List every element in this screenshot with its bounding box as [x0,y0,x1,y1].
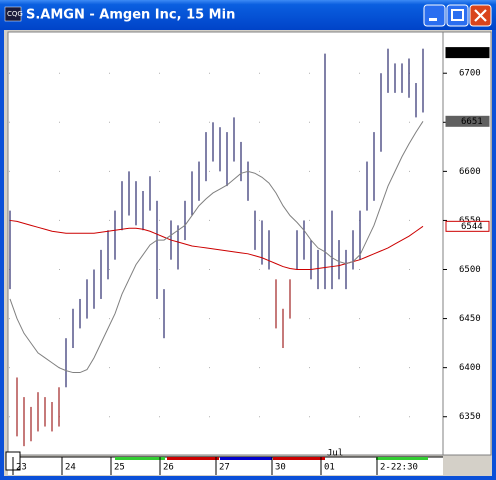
y-tick-label: 6350 [459,412,481,422]
x-tick-label: 24 [65,463,76,473]
y-tick-label: 6450 [459,314,481,324]
x-tick-label: 2-22:30 [380,463,418,473]
ma-short-line [9,121,424,374]
time-axis [8,457,443,475]
last-value-label: 6651 [461,117,483,127]
plot-area [7,31,444,456]
last-value-box [445,115,490,127]
day-strip [115,457,165,460]
x-tick-label: 27 [219,463,230,473]
window-title: S.AMGN - Amgen Inc, 15 Min [26,8,235,23]
day-strip [167,457,219,460]
ma-long-line [9,219,424,271]
last-value-label: 6721 [461,48,483,58]
x-tick-label: 25 [114,463,125,473]
last-value-label: 6544 [461,222,483,232]
price-axis [442,31,492,456]
y-tick-label: 6700 [459,69,481,79]
last-value-box [445,220,490,232]
x-tick-label: 30 [275,463,286,473]
minimize-button[interactable] [423,4,446,27]
x-tick-label: 23 [16,463,27,473]
month-label: Jul [327,449,343,459]
y-tick-label: 6600 [459,167,481,177]
x-tick-label: 01 [324,463,335,473]
day-strip [376,457,428,460]
day-strip [220,457,272,460]
app-icon-glyph: CQG [7,10,23,18]
y-tick-label: 6500 [459,265,481,275]
close-button[interactable] [469,4,492,27]
maximize-button[interactable] [446,4,469,27]
y-tick-label: 6400 [459,363,481,373]
app-icon [4,6,22,22]
title-bar [0,0,496,30]
last-value-box [445,47,490,59]
x-tick-label: 26 [163,463,174,473]
day-strip [273,457,325,460]
